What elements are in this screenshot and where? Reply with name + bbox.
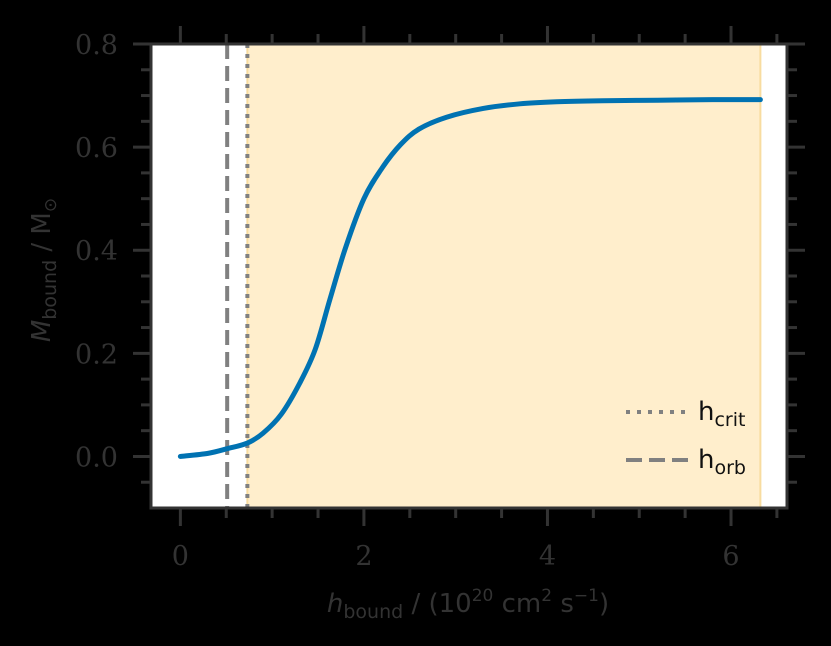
x-label-subscript: bound [343,601,403,623]
y-tick-label: 0.4 [75,236,118,267]
legend: hcrit horb [626,397,746,479]
x-axis-label: hbound / (1020 cm2 s−1) [327,586,609,623]
x-label-cm-exponent: 2 [541,586,552,606]
y-axis-label: Mbound / M⊙ [27,198,61,342]
y-tick-label: 0.8 [75,30,118,61]
series-line-m-bound [177,97,763,459]
x-label-close: ) [599,589,609,619]
y-tick-label: 0.6 [75,133,118,164]
plot-area [151,44,787,508]
x-label-s-exponent: −1 [574,586,599,606]
x-tick-label: 0 [172,541,189,572]
y-tick-label: 0.2 [75,339,118,370]
x-tick-label: 6 [722,541,739,572]
y-label-units: / M [27,212,57,260]
legend-crit-label: hcrit [698,397,745,431]
shaded-region [247,44,761,508]
y-label-subscript: bound [39,260,61,320]
x-tick-label: 2 [355,541,372,572]
y-label-symbol: M [27,320,57,342]
sun-symbol-icon: ⊙ [41,198,61,212]
ticks: 0 2 4 6 0.0 0.2 0.4 0.6 0.8 [75,26,805,572]
x-label-symbol: h [327,589,343,619]
x-label-exponent: 20 [472,586,494,606]
x-label-s: s [552,589,574,619]
x-label-units: / (10 [403,589,472,619]
x-label-cm: cm [493,589,541,619]
y-tick-label: 0.0 [75,442,118,473]
legend-orb-label: horb [698,445,746,479]
x-tick-label: 4 [539,541,556,572]
